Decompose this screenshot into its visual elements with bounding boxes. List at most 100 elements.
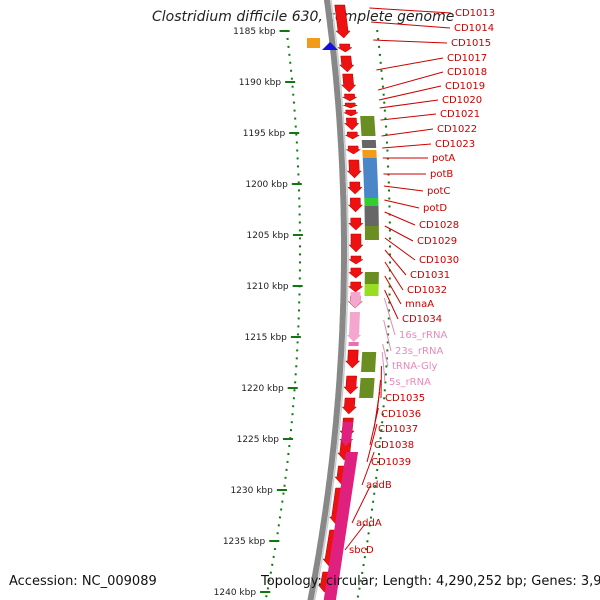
kbp-tick-label-1205: 1205 kbp bbox=[247, 231, 290, 241]
cds-arrow bbox=[348, 267, 364, 279]
leader-line bbox=[376, 57, 444, 71]
cds-arrow bbox=[347, 181, 363, 195]
kbp-tick-label-1225: 1225 kbp bbox=[237, 435, 280, 445]
genome-backbone bbox=[264, 0, 391, 600]
leader-line bbox=[384, 289, 399, 320]
cds-arrow bbox=[343, 109, 359, 117]
leader-line bbox=[369, 407, 379, 446]
cds-arrow bbox=[343, 102, 358, 109]
kbp-tick-label-1185: 1185 kbp bbox=[233, 27, 276, 37]
kbp-tick-label-1195: 1195 kbp bbox=[243, 129, 286, 139]
gene-labels: CD1013 CD1014 CD1015 CD1017 CD1018 CD1019 CD10… bbox=[349, 8, 495, 556]
cds-arrow bbox=[345, 145, 362, 155]
cds-arrow bbox=[347, 197, 364, 213]
kbp-tick-label-1190: 1190 kbp bbox=[239, 78, 282, 88]
kbp-tick-label-1240: 1240 kbp bbox=[214, 588, 257, 598]
kbp-tick-label-1235: 1235 kbp bbox=[223, 537, 266, 547]
gene-label: CD1029 bbox=[417, 236, 457, 247]
cds-arrow bbox=[348, 217, 364, 231]
leader-line bbox=[344, 523, 366, 551]
gene-label: CD1021 bbox=[440, 109, 480, 120]
gene-label: addA bbox=[356, 518, 382, 529]
gene-label: CD1030 bbox=[419, 255, 459, 266]
cds-arrow bbox=[340, 73, 357, 93]
cds-arrow bbox=[336, 43, 353, 53]
feature-block bbox=[359, 378, 375, 398]
leader-line bbox=[371, 21, 451, 29]
orange-feature bbox=[307, 38, 320, 48]
feature-block bbox=[362, 150, 377, 158]
leader-line bbox=[383, 319, 392, 352]
leader-line bbox=[378, 71, 444, 91]
feature-block bbox=[364, 206, 379, 226]
gene-label: CD1023 bbox=[435, 139, 475, 150]
leader-line bbox=[382, 143, 432, 149]
gene-label: CD1028 bbox=[419, 220, 459, 231]
gene-label: CD1020 bbox=[442, 95, 482, 106]
leader-line bbox=[380, 113, 437, 121]
label-leader-lines bbox=[344, 7, 452, 551]
blue-arrow-feature bbox=[322, 42, 338, 50]
cds-arrow bbox=[342, 93, 358, 102]
leader-line bbox=[383, 185, 424, 192]
feature-block bbox=[361, 140, 377, 148]
gene-label: CD1015 bbox=[451, 38, 491, 49]
accession-text: Accession: NC_009089 bbox=[9, 574, 157, 589]
kbp-tick-label-1200: 1200 kbp bbox=[245, 180, 288, 190]
leader-line bbox=[384, 261, 404, 291]
kbp-tick-label-1230: 1230 kbp bbox=[230, 486, 273, 496]
inner-dotted-ring bbox=[264, 29, 301, 600]
gene-label: 16s_rRNA bbox=[399, 330, 447, 341]
trna-gly-feature bbox=[348, 342, 359, 346]
gene-label: CD1032 bbox=[407, 285, 447, 296]
gene-label: CD1034 bbox=[402, 314, 442, 325]
leader-line bbox=[383, 297, 396, 336]
gene-label: CD1038 bbox=[374, 440, 414, 451]
feature-block bbox=[360, 116, 376, 136]
gene-label: CD1017 bbox=[447, 53, 487, 64]
cds-arrow bbox=[347, 281, 364, 293]
gene-label: 5s_rRNA bbox=[389, 377, 431, 388]
leader-line bbox=[382, 343, 389, 367]
leader-line bbox=[384, 237, 416, 261]
gene-label: potD bbox=[423, 203, 447, 214]
gene-label: potA bbox=[432, 153, 455, 164]
gene-features bbox=[307, 4, 379, 600]
leader-line bbox=[384, 199, 420, 209]
feature-block bbox=[364, 284, 379, 296]
gene-label: addB bbox=[366, 480, 392, 491]
feature-block bbox=[363, 178, 379, 198]
backbone-line bbox=[307, 0, 347, 600]
cds-magenta-feature bbox=[339, 422, 354, 446]
cds-arrow bbox=[334, 4, 351, 39]
leader-line bbox=[361, 451, 375, 486]
leader-line bbox=[379, 99, 439, 109]
map-title: Clostridium difficile 630, complete geno… bbox=[152, 9, 455, 25]
gene-label: CD1037 bbox=[378, 424, 418, 435]
gene-label: 23s_rRNA bbox=[395, 346, 443, 357]
cds-arrow bbox=[348, 233, 364, 253]
cds-arrow bbox=[344, 117, 360, 131]
leader-line bbox=[378, 85, 442, 101]
feature-block bbox=[362, 158, 378, 178]
cds-arrow bbox=[346, 159, 362, 179]
leader-line bbox=[351, 485, 371, 524]
leader-line bbox=[384, 249, 407, 276]
leader-line bbox=[384, 225, 414, 242]
gene-label: CD1013 bbox=[455, 8, 495, 19]
gene-label: CD1036 bbox=[381, 409, 421, 420]
kbp-tick-label-1220: 1220 kbp bbox=[241, 384, 284, 394]
cds-arrow bbox=[345, 131, 361, 140]
outer-dotted-ring bbox=[356, 29, 391, 599]
gene-label: CD1014 bbox=[454, 23, 494, 34]
kbp-tick-label-1210: 1210 kbp bbox=[246, 282, 289, 292]
gene-label: sbcD bbox=[349, 545, 374, 556]
leader-line bbox=[381, 351, 386, 383]
leader-line bbox=[384, 275, 402, 305]
leader-line bbox=[381, 128, 434, 137]
feature-block bbox=[361, 352, 377, 372]
gene-label: CD1022 bbox=[437, 124, 477, 135]
gene-label: potC bbox=[427, 186, 450, 197]
kbp-tick-label-1215: 1215 kbp bbox=[244, 333, 287, 343]
